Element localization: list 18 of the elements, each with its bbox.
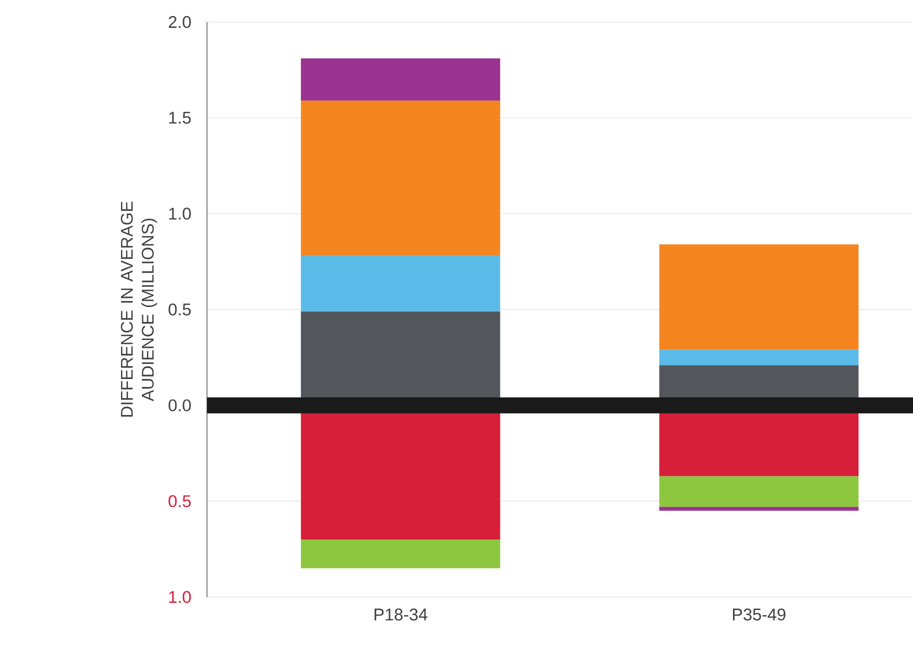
y-axis-title: DIFFERENCE IN AVERAGE AUDIENCE (MILLIONS) [120, 202, 158, 417]
bar [659, 244, 859, 350]
bar [659, 350, 859, 366]
y-tick-label: 0.0 [168, 399, 191, 412]
x-tick-label: P35-49 [732, 608, 786, 621]
y-tick-label: 1.0 [169, 208, 191, 220]
y-tick-label: 0.5 [168, 303, 191, 316]
bar [300, 100, 500, 256]
bar [300, 539, 500, 568]
bar [300, 58, 500, 101]
bar [300, 256, 500, 312]
y-tick-label: 1.5 [169, 112, 191, 124]
y-tick-label: 0.5 [168, 495, 191, 508]
y-tick-label: 2.0 [168, 16, 191, 28]
y-tick-label: 1.0 [169, 590, 191, 603]
x-tick-label: P18-34 [374, 608, 428, 621]
bar [659, 476, 859, 507]
bar [659, 506, 859, 511]
